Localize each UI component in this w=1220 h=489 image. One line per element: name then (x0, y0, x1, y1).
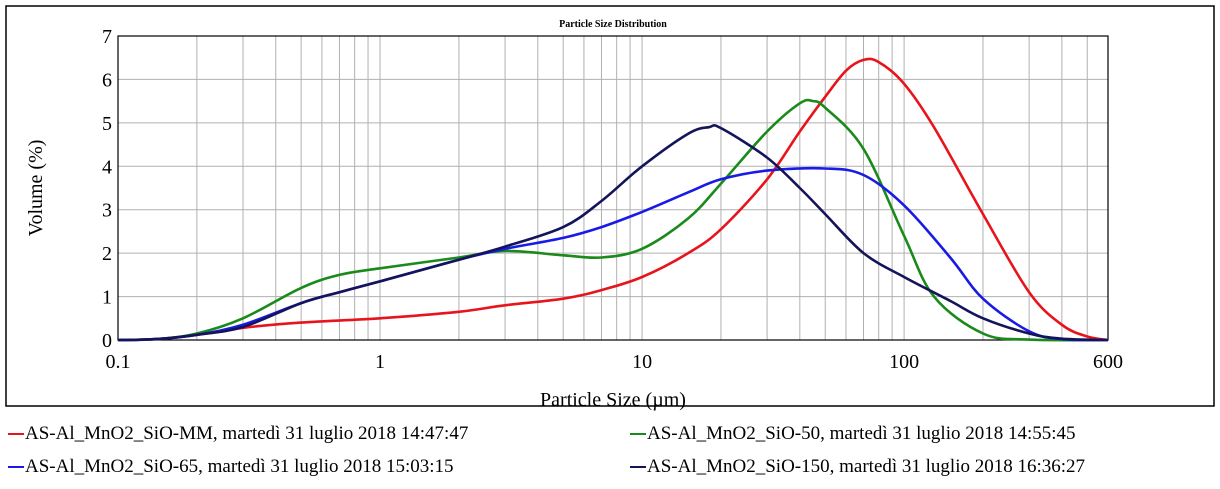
legend-swatch (8, 433, 24, 435)
x-axis-label: Particle Size (µm) (540, 389, 686, 411)
series-line-1 (117, 57, 1109, 342)
legend-item-mm[interactable]: AS-Al_MnO2_SiO-MM, martedì 31 luglio 201… (8, 423, 468, 445)
y-tick-label: 6 (102, 69, 112, 91)
legend-item-65[interactable]: AS-Al_MnO2_SiO-65, martedì 31 luglio 201… (8, 456, 454, 478)
y-tick-label: 0 (102, 330, 112, 352)
y-tick-label: 3 (102, 200, 112, 222)
series-line-4 (117, 124, 1109, 342)
chart-title: Particle Size Distribution (559, 19, 667, 30)
x-tick-label: 1 (375, 351, 385, 373)
y-tick-label: 7 (102, 26, 112, 48)
legend-label: AS-Al_MnO2_SiO-65, martedì 31 luglio 201… (25, 456, 454, 477)
legend-label: AS-Al_MnO2_SiO-MM, martedì 31 luglio 201… (25, 423, 469, 444)
x-tick-label: 100 (889, 351, 919, 373)
y-tick-label: 4 (102, 156, 112, 178)
legend-item-50[interactable]: AS-Al_MnO2_SiO-50, martedì 31 luglio 201… (630, 423, 1076, 445)
legend-label: AS-Al_MnO2_SiO-50, martedì 31 luglio 201… (647, 423, 1076, 444)
legend-swatch (8, 466, 24, 468)
chart-series (117, 57, 1109, 342)
y-axis-ticks: 0 1 2 3 4 5 6 7 (102, 26, 112, 352)
x-axis-ticks: 0.1 1 10 100 600 (106, 351, 1124, 373)
y-tick-label: 1 (102, 287, 112, 309)
y-axis-label: Volume (%) (25, 140, 47, 237)
y-tick-label: 5 (102, 113, 112, 135)
legend-label: AS-Al_MnO2_SiO-150, martedì 31 luglio 20… (647, 456, 1086, 477)
legend-item-150[interactable]: AS-Al_MnO2_SiO-150, martedì 31 luglio 20… (630, 456, 1085, 478)
x-tick-label: 600 (1093, 351, 1123, 373)
legend-swatch (630, 466, 646, 468)
x-tick-label: 0.1 (106, 351, 131, 373)
x-tick-label: 10 (632, 351, 652, 373)
legend-swatch (630, 433, 646, 435)
series-line-2 (117, 98, 1109, 342)
y-tick-label: 2 (102, 243, 112, 265)
plot-area (117, 35, 1109, 341)
